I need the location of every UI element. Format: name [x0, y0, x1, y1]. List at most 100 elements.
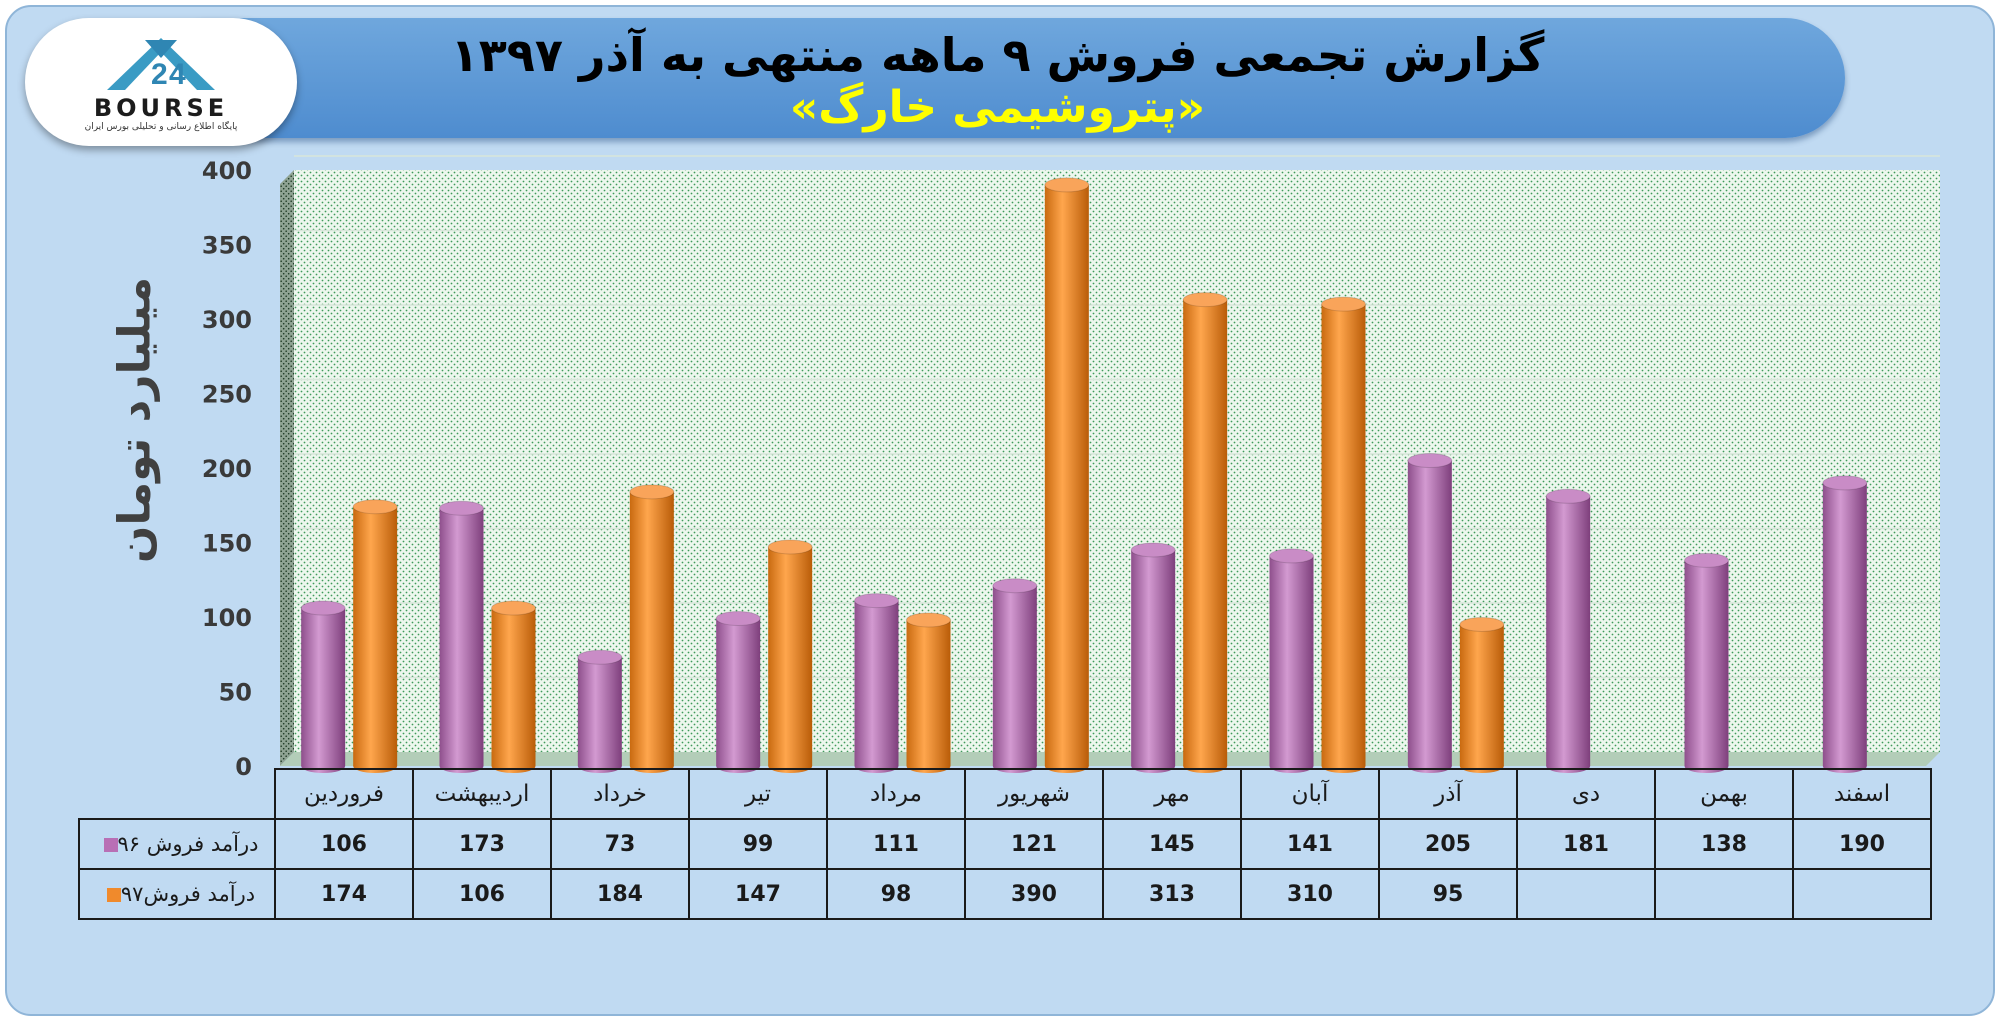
value-cell: 310 [1240, 868, 1380, 920]
value-cell: 73 [550, 818, 690, 870]
bar-body [1131, 549, 1176, 766]
bar-97 [767, 539, 813, 773]
bar-cap [906, 612, 951, 628]
bar-97 [906, 612, 951, 773]
bourse-logo: 2 4 BOURSE پایگاه اطلاع رسانی و تحلیلی ب… [25, 18, 297, 146]
legend-entry-96: درآمد فروش ۹۶ [78, 818, 276, 870]
bar-cap [1130, 542, 1176, 558]
month-cell: خرداد [550, 768, 690, 820]
svg-text:2: 2 [151, 58, 168, 91]
month-cell: اردیبهشت [412, 768, 552, 820]
month-cell: دی [1516, 768, 1656, 820]
bar-cap [629, 484, 675, 500]
value-cell: 138 [1654, 818, 1794, 870]
bar-cap [1459, 616, 1505, 632]
bar-cap [1545, 488, 1591, 504]
value-cell: 95 [1378, 868, 1518, 920]
bar-body [906, 619, 951, 766]
bar-body [1269, 555, 1314, 766]
month-cell: اسفند [1792, 768, 1932, 820]
bar-97 [629, 484, 675, 773]
bar-96 [1822, 475, 1868, 773]
value-cell: 205 [1378, 818, 1518, 870]
bar-body [768, 546, 813, 766]
plot-back-wall [294, 170, 1940, 752]
bar-cap [1822, 475, 1868, 491]
bar-cap [439, 500, 484, 516]
table-corner [79, 769, 276, 820]
bar-96 [1545, 488, 1591, 773]
bar-body [629, 491, 674, 766]
value-cell: 106 [412, 868, 552, 920]
bar-97 [1044, 177, 1090, 773]
bar-body [1822, 482, 1867, 766]
bar-body [1684, 560, 1729, 766]
bar-body [491, 608, 536, 766]
bar-cap [491, 600, 536, 616]
bar-96 [715, 610, 761, 773]
y-tick-label: 250 [202, 381, 252, 409]
bar-96 [577, 649, 623, 773]
bar-body [301, 608, 346, 766]
legend-label: درآمد فروش ۹۶ [117, 832, 259, 856]
bar-97 [491, 600, 536, 773]
bar-cap [1182, 292, 1228, 308]
bar-body [353, 506, 398, 766]
y-tick-label: 350 [202, 232, 252, 260]
logo-caption: پایگاه اطلاع رسانی و تحلیلی بورس ایران [84, 122, 238, 132]
bar-cap [352, 499, 398, 515]
month-cell: بهمن [1654, 768, 1794, 820]
value-cell: 313 [1102, 868, 1242, 920]
bar-cap [1269, 548, 1314, 564]
month-cell: مهر [1102, 768, 1242, 820]
bar-cap [300, 600, 346, 616]
bar-body [439, 508, 484, 766]
value-cell: 390 [964, 868, 1104, 920]
y-tick-label: 400 [202, 157, 252, 185]
month-cell: مرداد [826, 768, 966, 820]
value-cell: 174 [274, 868, 414, 920]
bars [300, 177, 1868, 773]
bar-96 [1407, 453, 1453, 773]
month-cell: آبان [1240, 768, 1380, 820]
svg-text:4: 4 [169, 58, 186, 91]
chart-subtitle: «پتروشیمی خارگ» [789, 82, 1206, 133]
bar-cap [992, 578, 1038, 594]
bar-97 [1459, 616, 1505, 773]
bar-96 [1269, 548, 1314, 773]
month-cell: آذر [1378, 768, 1518, 820]
legend-label: درآمد فروش۹۷ [120, 882, 256, 906]
value-cell: 111 [826, 818, 966, 870]
bar-96 [992, 578, 1038, 773]
bar-cap [1044, 177, 1090, 193]
y-tick-label: 300 [202, 306, 252, 334]
month-cell: فروردین [274, 768, 414, 820]
plot-background [280, 170, 1940, 766]
y-tick-label: 150 [202, 530, 252, 558]
plot-floor [280, 752, 1940, 766]
bar-96 [1684, 552, 1729, 773]
bar-body [716, 618, 761, 766]
value-cell: 145 [1102, 818, 1242, 870]
bar-cap [1684, 552, 1729, 568]
bar-96 [1130, 542, 1176, 773]
bar-body [992, 585, 1037, 766]
bar-body [1321, 304, 1366, 766]
bar-97 [1182, 292, 1228, 773]
value-cell: 190 [1792, 818, 1932, 870]
bar-body [1546, 496, 1591, 766]
bar-96 [300, 600, 346, 773]
chart-title: گزارش تجمعی فروش ۹ ماهه منتهی به آذر ۱۳۹… [450, 28, 1545, 82]
y-tick-label: 50 [219, 679, 252, 707]
legend-swatch-96 [103, 838, 118, 852]
month-cell: شهریور [964, 768, 1104, 820]
bar-96 [439, 500, 484, 773]
y-tick-label: 100 [202, 604, 252, 632]
value-cell: 121 [964, 818, 1104, 870]
value-cell: 173 [412, 818, 552, 870]
y-tick-label: 200 [202, 455, 252, 483]
bar-cap [577, 649, 623, 665]
month-cell: تیر [688, 768, 828, 820]
bar-97 [1321, 296, 1366, 773]
